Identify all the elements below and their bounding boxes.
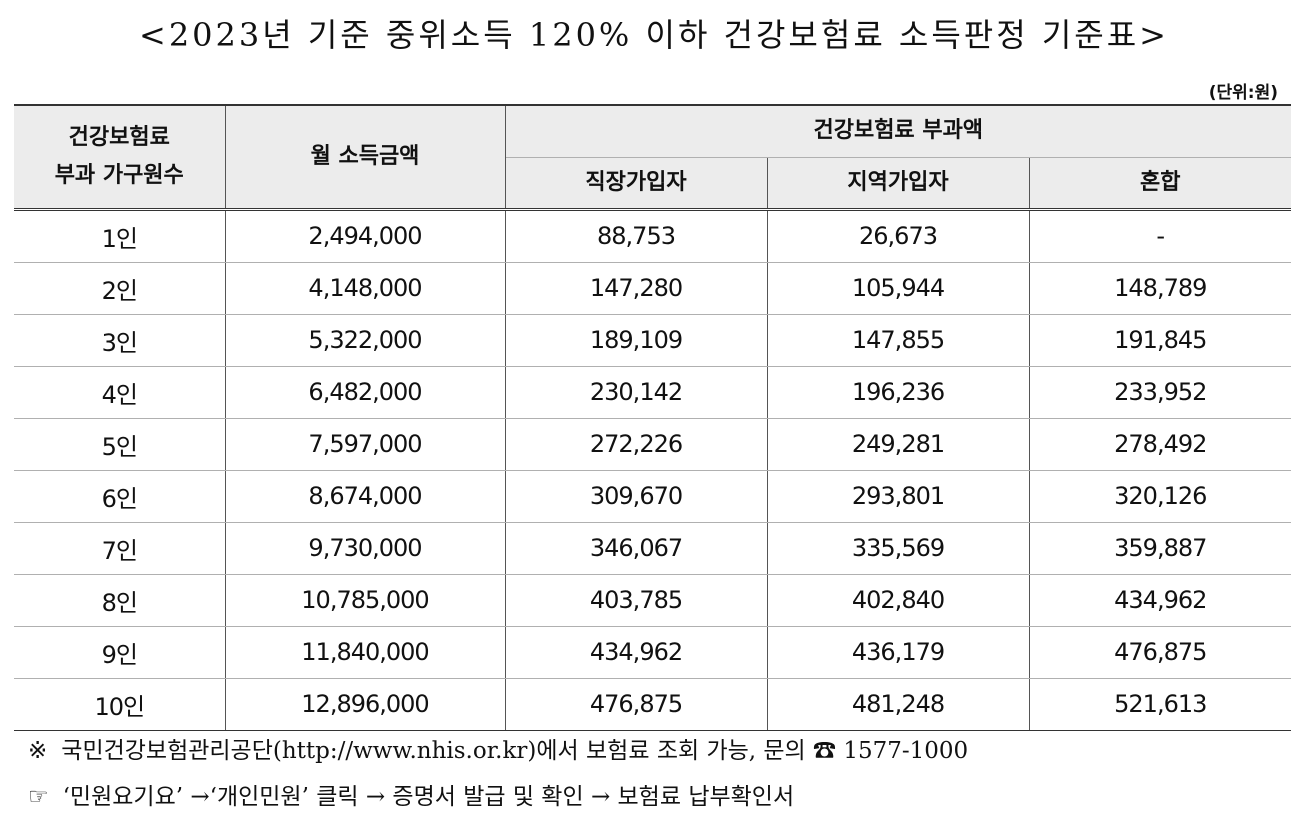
table-row: 9인 11,840,000 434,962 436,179 476,875 xyxy=(14,626,1292,679)
table-row: 3인 5,322,000 189,109 147,855 191,845 xyxy=(14,314,1292,367)
monthly-income-cell: 10,785,000 xyxy=(224,574,506,627)
household-size-header: 건강보험료 부과 가구원수 xyxy=(14,104,226,211)
mixed-premium-cell: 278,492 xyxy=(1028,418,1292,471)
table-row: 4인 6,482,000 230,142 196,236 233,952 xyxy=(14,366,1292,419)
monthly-income-cell: 7,597,000 xyxy=(224,418,506,471)
note-procedure-text: ‘민원요기요’ →‘개인민원’ 클릭 → 증명서 발급 및 확인 → 보험료 납… xyxy=(62,784,795,810)
monthly-income-cell: 5,322,000 xyxy=(224,314,506,367)
household-count-cell: 10인 xyxy=(14,678,226,731)
mixed-premium-cell: 476,875 xyxy=(1028,626,1292,679)
mixed-premium-cell: 320,126 xyxy=(1028,470,1292,523)
monthly-income-cell: 9,730,000 xyxy=(224,522,506,575)
table-row: 2인 4,148,000 147,280 105,944 148,789 xyxy=(14,262,1292,315)
household-count-cell: 8인 xyxy=(14,574,226,627)
employee-premium-cell: 147,280 xyxy=(504,262,768,315)
notes: ※ 국민건강보험관리공단(http://www.nhis.or.kr)에서 보험료… xyxy=(28,733,1298,825)
regional-premium-cell: 147,855 xyxy=(766,314,1030,367)
regional-premium-cell: 335,569 xyxy=(766,522,1030,575)
regional-premium-cell: 293,801 xyxy=(766,470,1030,523)
monthly-income-cell: 2,494,000 xyxy=(224,209,506,263)
table-row: 5인 7,597,000 272,226 249,281 278,492 xyxy=(14,418,1292,471)
table-body: 1인 2,494,000 88,753 26,673-2인 4,148,000 147,2… xyxy=(14,209,1292,731)
regional-insured-header: 지역가입자 xyxy=(766,157,1030,211)
household-count-cell: 2인 xyxy=(14,262,226,315)
employee-premium-cell: 434,962 xyxy=(504,626,768,679)
monthly-income-header: 월 소득금액 xyxy=(224,104,506,211)
note-procedure: ☞ ‘민원요기요’ →‘개인민원’ 클릭 → 증명서 발급 및 확인 → 보험료 … xyxy=(28,779,1298,825)
household-count-cell: 4인 xyxy=(14,366,226,419)
note-inquiry: ※ 국민건강보험관리공단(http://www.nhis.or.kr)에서 보험료… xyxy=(28,733,1298,779)
premium-criteria-table: 건강보험료 부과 가구원수 월 소득금액 건강보험료 부과액 직장가입자 지역가… xyxy=(14,104,1292,731)
household-count-cell: 5인 xyxy=(14,418,226,471)
monthly-income-cell: 11,840,000 xyxy=(224,626,506,679)
mixed-premium-cell: 521,613 xyxy=(1028,678,1292,731)
employee-premium-cell: 272,226 xyxy=(504,418,768,471)
employee-premium-cell: 346,067 xyxy=(504,522,768,575)
household-count-cell: 9인 xyxy=(14,626,226,679)
mixed-header: 혼합 xyxy=(1028,157,1292,211)
premium-group-header: 건강보험료 부과액 xyxy=(504,104,1292,158)
regional-premium-cell: 105,944 xyxy=(766,262,1030,315)
employee-insured-header: 직장가입자 xyxy=(505,157,768,211)
household-count-cell: 1인 xyxy=(14,209,226,263)
mixed-premium-cell: - xyxy=(1028,209,1292,263)
unit-label: (단위:원) xyxy=(1208,83,1278,103)
table-row: 7인 9,730,000 346,067 335,569 359,887 xyxy=(14,522,1292,575)
table-row: 1인 2,494,000 88,753 26,673- xyxy=(14,209,1292,263)
regional-premium-cell: 402,840 xyxy=(766,574,1030,627)
household-count-cell: 7인 xyxy=(14,522,226,575)
mixed-premium-cell: 148,789 xyxy=(1028,262,1292,315)
regional-premium-cell: 26,673 xyxy=(766,209,1030,263)
employee-premium-cell: 88,753 xyxy=(504,209,768,263)
regional-premium-cell: 249,281 xyxy=(766,418,1030,471)
employee-premium-cell: 189,109 xyxy=(504,314,768,367)
pointing-hand-icon: ☞ xyxy=(28,784,49,810)
mixed-premium-cell: 359,887 xyxy=(1028,522,1292,575)
mixed-premium-cell: 434,962 xyxy=(1028,574,1292,627)
mixed-premium-cell: 191,845 xyxy=(1028,314,1292,367)
table-row: 8인 10,785,000 403,785 402,840 434,962 xyxy=(14,574,1292,627)
household-header-line-1: 건강보험료 xyxy=(68,124,170,150)
regional-premium-cell: 196,236 xyxy=(766,366,1030,419)
mixed-premium-cell: 233,952 xyxy=(1028,366,1292,419)
employee-premium-cell: 403,785 xyxy=(504,574,768,627)
regional-premium-cell: 436,179 xyxy=(766,626,1030,679)
employee-premium-cell: 309,670 xyxy=(504,470,768,523)
household-count-cell: 6인 xyxy=(14,470,226,523)
page-title: <2023년 기준 중위소득 120% 이하 건강보험료 소득판정 기준표> xyxy=(139,16,1169,54)
note-inquiry-text: 국민건강보험관리공단(http://www.nhis.or.kr)에서 보험료 … xyxy=(61,738,969,764)
monthly-income-cell: 6,482,000 xyxy=(224,366,506,419)
monthly-income-cell: 8,674,000 xyxy=(224,470,506,523)
employee-premium-cell: 230,142 xyxy=(504,366,768,419)
table-row: 10인 12,896,000 476,875 481,248 521,613 xyxy=(14,678,1292,731)
monthly-income-cell: 4,148,000 xyxy=(224,262,506,315)
employee-premium-cell: 476,875 xyxy=(504,678,768,731)
reference-mark-icon: ※ xyxy=(28,738,48,764)
monthly-income-cell: 12,896,000 xyxy=(224,678,506,731)
household-count-cell: 3인 xyxy=(14,314,226,367)
regional-premium-cell: 481,248 xyxy=(766,678,1030,731)
table-row: 6인 8,674,000 309,670 293,801 320,126 xyxy=(14,470,1292,523)
household-header-line-2: 부과 가구원수 xyxy=(54,162,184,188)
